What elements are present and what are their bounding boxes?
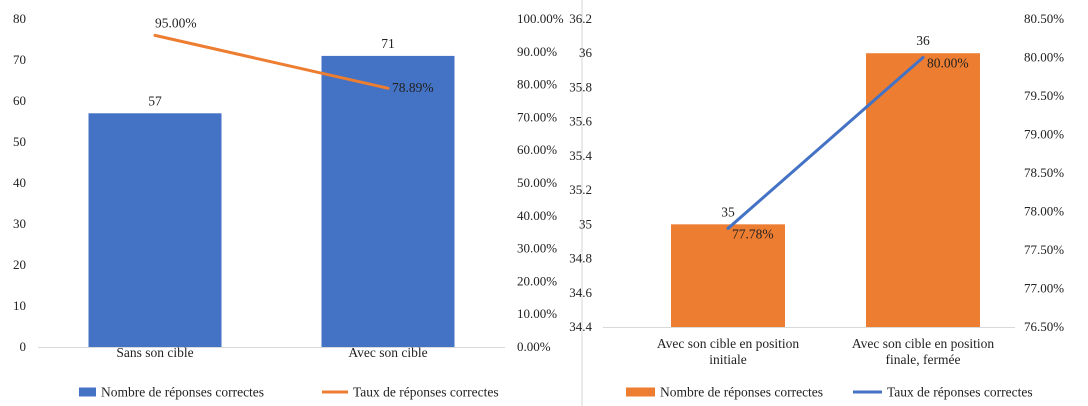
line-data-label: 78.89% <box>392 80 434 95</box>
bar <box>321 55 455 348</box>
left-axis-tick-label: 34.8 <box>569 251 592 266</box>
bar <box>671 224 785 327</box>
left-axis-tick-label: 70 <box>13 52 26 67</box>
legend-swatch-line <box>853 390 882 394</box>
right-axis-tick-label: 90.00% <box>517 44 557 59</box>
category-label-line: initiale <box>709 352 747 367</box>
category-label: Avec son cible en position initiale <box>657 336 799 367</box>
left-axis-tick-label: 60 <box>13 93 26 108</box>
right-axis-tick-label: 40.00% <box>517 208 557 223</box>
right-axis-tick-label: 60.00% <box>517 142 557 157</box>
line-data-label: 95.00% <box>155 15 197 30</box>
legend-label: Taux de réponses correctes <box>887 385 1033 400</box>
rate-line <box>153 33 390 90</box>
left-axis-tick-label: 35.4 <box>569 148 592 163</box>
category-label-line: finale, fermée <box>886 352 961 367</box>
right-axis-tick-label: 76.50% <box>1024 319 1064 334</box>
right-axis-tick-label: 78.50% <box>1024 165 1064 180</box>
category-label: Avec son cible en position finale, fermée <box>852 336 994 367</box>
legend-label: Taux de réponses correctes <box>353 385 499 400</box>
category-label-line: Avec son cible en position <box>657 336 799 351</box>
right-axis-tick-label: 79.00% <box>1024 127 1064 142</box>
left-axis-tick-label: 80 <box>13 11 26 26</box>
left-axis-tick-label: 30 <box>13 216 26 231</box>
bar-data-label: 57 <box>148 93 162 108</box>
chart-2: 34.4 34.6 34.8 35 35.2 35.4 35.6 35.8 36 36.2 76.5… <box>569 11 1064 400</box>
bar-data-label: 36 <box>916 33 930 48</box>
right-axis-tick-label: 80.50% <box>1024 11 1064 26</box>
right-axis-tick-label: 80.00% <box>517 77 557 92</box>
left-axis-tick-label: 35 <box>579 216 592 231</box>
right-axis-tick-label: 0.00% <box>517 339 551 354</box>
left-axis-tick-label: 35.2 <box>569 182 592 197</box>
legend: Nombre de réponses correctes Taux de répo… <box>626 385 1033 400</box>
legend-swatch-bar <box>626 387 655 397</box>
legend-swatch-line <box>322 390 348 394</box>
right-axis-tick-label: 70.00% <box>517 109 557 124</box>
legend-swatch-bar <box>79 387 96 397</box>
chart-1: 0 10 20 30 40 50 60 70 80 0.00% 10.00% 20.00% 30.00%… <box>13 11 564 400</box>
left-axis-tick-label: 10 <box>13 298 26 313</box>
right-axis-tick-label: 50.00% <box>517 175 557 190</box>
bar <box>866 53 980 327</box>
right-axis-tick-label: 80.00% <box>1024 50 1064 65</box>
bar-data-label: 71 <box>381 36 395 51</box>
category-label: Sans son cible <box>116 345 193 360</box>
left-axis-tick-label: 0 <box>20 339 27 354</box>
left-axis-tick-label: 34.4 <box>569 319 592 334</box>
category-label: Avec son cible <box>348 345 427 360</box>
right-axis-tick-label: 10.00% <box>517 306 557 321</box>
line-data-label: 80.00% <box>927 56 969 71</box>
legend: Nombre de réponses correctes Taux de répo… <box>79 385 499 400</box>
rate-line <box>726 56 925 230</box>
category-label-line: Avec son cible en position <box>852 336 994 351</box>
legend-label: Nombre de réponses correctes <box>660 385 823 400</box>
legend-label: Nombre de réponses correctes <box>101 385 264 400</box>
bar <box>88 113 222 347</box>
category-label-line: Avec son cible <box>348 345 427 360</box>
left-axis-tick-label: 36.2 <box>569 11 592 26</box>
left-axis-tick-label: 35.6 <box>569 114 592 129</box>
right-axis-tick-label: 77.50% <box>1024 242 1064 257</box>
left-axis-tick-label: 35.8 <box>569 79 592 94</box>
category-label-line: Sans son cible <box>116 345 193 360</box>
left-axis-tick-label: 20 <box>13 257 26 272</box>
right-axis-tick-label: 78.00% <box>1024 204 1064 219</box>
right-axis-tick-label: 100.00% <box>517 11 564 26</box>
left-axis-tick-label: 50 <box>13 134 26 149</box>
right-axis-tick-label: 30.00% <box>517 241 557 256</box>
right-axis-tick-label: 20.00% <box>517 273 557 288</box>
bar-data-label: 35 <box>721 204 735 219</box>
line-data-label: 77.78% <box>732 226 774 241</box>
right-axis-tick-label: 77.00% <box>1024 281 1064 296</box>
left-axis-tick-label: 34.6 <box>569 285 592 300</box>
left-axis-tick-label: 40 <box>13 175 26 190</box>
right-axis-tick-label: 79.50% <box>1024 88 1064 103</box>
left-axis-tick-label: 36 <box>579 45 593 60</box>
